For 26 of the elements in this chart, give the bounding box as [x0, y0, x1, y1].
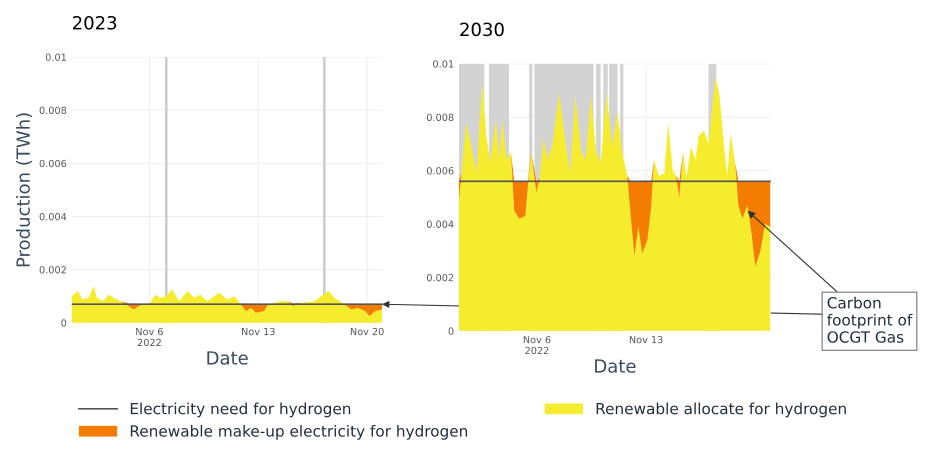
- legend-label: Electricity need for hydrogen: [130, 402, 350, 418]
- x-tick-label: Nov 13: [242, 328, 275, 336]
- x-tick-label: Nov 6 2022: [136, 328, 163, 346]
- y-tick-label: 0.008: [40, 106, 66, 114]
- x-tick-label: Nov 20: [350, 328, 384, 336]
- y-tick-label: 0.006: [40, 160, 66, 168]
- y-axis-title: Production (TWh): [16, 113, 32, 266]
- legend-label: Renewable allocate for hydrogen: [596, 402, 846, 418]
- y-tick-label: 0.008: [426, 114, 454, 122]
- chart-title: 2023: [73, 16, 116, 30]
- y-tick-label: 0.01: [46, 54, 66, 61]
- legend-label: Renewable make-up electricity for hydrogen: [130, 424, 468, 440]
- y-tick-label: 0.01: [433, 60, 454, 68]
- y-tick-label: 0.004: [426, 220, 454, 228]
- x-tick-label: Nov 13: [630, 336, 663, 344]
- y-tick-label: 0.006: [426, 167, 454, 174]
- y-tick-label: 0: [61, 319, 66, 327]
- x-axis-title: Date: [595, 359, 636, 373]
- y-tick-label: 0.002: [426, 274, 454, 282]
- x-tick-label: Nov 6 2022: [524, 336, 550, 354]
- y-tick-label: 0.004: [40, 212, 66, 220]
- y-tick-label: 0.002: [40, 266, 66, 274]
- annotation: Carbon footprint of OCGT Gas: [827, 296, 913, 343]
- x-axis-title: Date: [207, 351, 248, 365]
- y-tick-label: 0: [448, 327, 454, 335]
- chart-title: 2030: [460, 22, 504, 36]
